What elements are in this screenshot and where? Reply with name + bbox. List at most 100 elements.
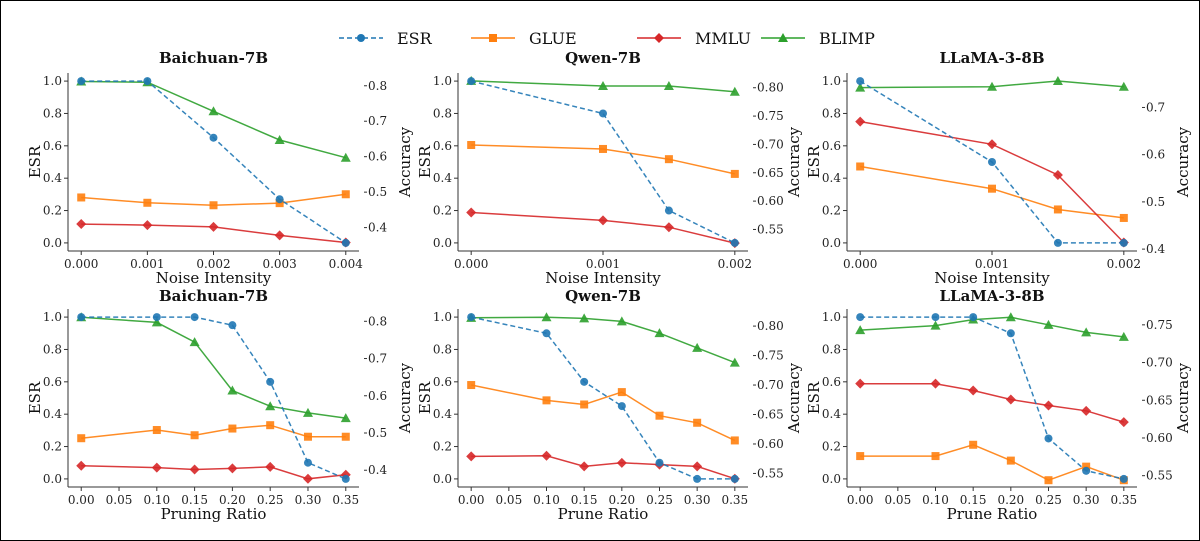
data-point (143, 198, 152, 207)
y2-tick-label: 0.6 (368, 389, 387, 403)
y-tick-label: 0.4 (822, 407, 841, 421)
y2-axis-label: Accuracy (785, 126, 803, 198)
legend-item-blimp: BLIMP (761, 29, 875, 48)
data-point (340, 413, 351, 423)
data-point (969, 440, 978, 449)
series-esr (77, 77, 350, 247)
y2-tick-label: 0.60 (757, 437, 784, 451)
data-point (152, 313, 161, 322)
data-point (1005, 394, 1016, 405)
series-line (471, 144, 735, 175)
data-point (856, 313, 865, 322)
series-line (81, 316, 347, 480)
x-tick-label: 0.15 (571, 493, 598, 507)
data-point (541, 450, 552, 461)
data-point (228, 321, 237, 330)
x-tick-label: 0.000 (454, 257, 488, 271)
legend-marker (778, 33, 788, 42)
series-blimp (466, 312, 740, 367)
series-line (471, 80, 735, 93)
data-point (152, 426, 161, 435)
series-esr (856, 313, 1128, 483)
y-tick-label: 0.8 (43, 342, 62, 356)
y2-tick-label: 0.70 (1146, 356, 1173, 370)
data-point (76, 460, 87, 471)
data-point (1044, 476, 1053, 485)
x-axis-label: Pruning Ratio (161, 505, 267, 523)
data-point (730, 474, 739, 483)
subplot-4: Baichuan-7B 0.00 0.05 0.10 0.15 0.20 0.25 0.30 0… (26, 287, 414, 523)
y-tick-label: 1.0 (822, 74, 841, 88)
data-point (1119, 213, 1128, 222)
y2-axis-label: Accuracy (785, 362, 803, 434)
data-point (274, 135, 285, 145)
y-tick-label: 0.4 (822, 171, 841, 185)
y2-axis-label: Accuracy (1174, 362, 1192, 434)
data-point (730, 238, 739, 247)
x-tick-label: 0.00 (68, 493, 95, 507)
data-point (302, 407, 313, 417)
data-point (467, 140, 476, 149)
series-mmlu (76, 219, 351, 248)
y2-tick-label: 0.6 (1146, 148, 1165, 162)
data-point (617, 388, 626, 397)
y2-tick-label: 0.55 (1146, 469, 1173, 483)
data-point (208, 106, 219, 116)
series-blimp (466, 75, 740, 96)
y-tick-label: 0.0 (822, 236, 841, 250)
data-point (1005, 312, 1016, 322)
legend-label: BLIMP (819, 29, 875, 48)
data-point (151, 462, 162, 473)
subplot-1: Baichuan-7B 0.000 0.001 0.002 0.003 0.004 0.0 0… (26, 49, 414, 287)
series-esr (467, 77, 739, 247)
data-point (142, 220, 153, 231)
y-tick-label: 0.0 (433, 472, 452, 486)
data-point (930, 378, 941, 389)
data-point (466, 451, 477, 462)
y-axis-label: ESR (805, 381, 823, 414)
y2-tick-label: 0.5 (368, 426, 387, 440)
series-blimp (76, 312, 351, 423)
y2-tick-label: 0.75 (1146, 318, 1173, 332)
data-point (1052, 76, 1063, 86)
data-point (599, 109, 607, 118)
y-tick-label: 0.2 (433, 440, 452, 454)
y-tick-label: 0.2 (822, 440, 841, 454)
y-tick-label: 0.6 (43, 375, 62, 389)
data-point (616, 316, 627, 326)
y-tick-label: 0.6 (822, 375, 841, 389)
data-point (541, 312, 552, 322)
data-point (151, 317, 162, 327)
y-tick-label: 0.8 (822, 106, 841, 120)
y-tick-label: 0.2 (433, 204, 452, 218)
data-point (987, 139, 997, 150)
y-tick-label: 0.6 (433, 139, 452, 153)
series-glue (856, 440, 1128, 485)
data-point (693, 418, 702, 427)
series-line (859, 80, 1124, 244)
y-axis-label: ESR (26, 145, 44, 178)
data-point (1053, 238, 1062, 247)
x-tick-label: 0.35 (332, 493, 359, 507)
x-tick-label: 0.15 (181, 493, 208, 507)
y2-tick-label: 0.65 (757, 166, 784, 180)
data-point (340, 152, 351, 162)
y2-tick-label: 0.70 (757, 137, 784, 151)
series-glue (467, 381, 739, 445)
legend-label: ESR (397, 29, 433, 48)
x-tick-label: 0.001 (130, 257, 164, 271)
x-tick-label: 0.10 (922, 493, 949, 507)
data-point (616, 457, 627, 468)
data-point (341, 474, 350, 483)
data-point (617, 402, 626, 411)
data-point (1043, 400, 1054, 411)
y2-tick-label: 0.80 (757, 81, 784, 95)
data-point (931, 452, 940, 461)
data-point (265, 461, 276, 472)
data-point (664, 155, 673, 164)
series-glue (856, 162, 1128, 222)
x-tick-label: 0.30 (1073, 493, 1100, 507)
series-esr (467, 313, 739, 483)
x-tick-label: 0.35 (1110, 493, 1137, 507)
y-tick-label: 1.0 (822, 310, 841, 324)
